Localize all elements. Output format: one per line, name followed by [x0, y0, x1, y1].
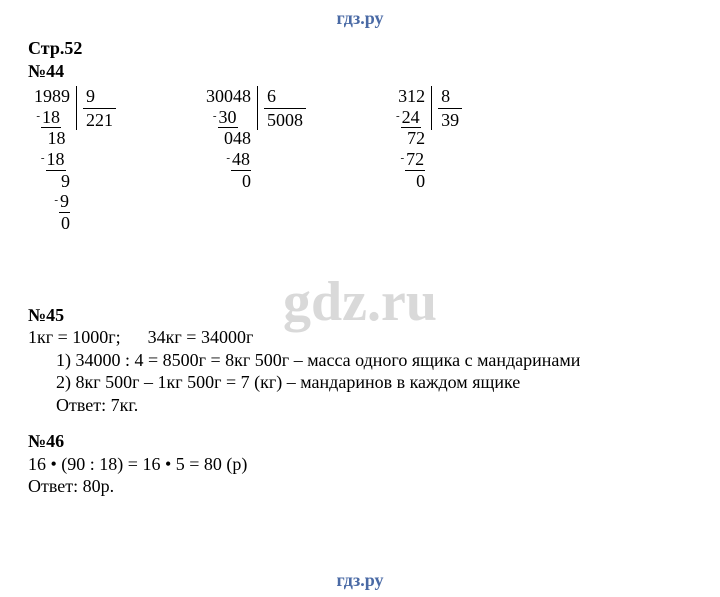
- quotient-1: 221: [83, 109, 116, 131]
- problem-46-answer: Ответ: 80р.: [28, 475, 692, 498]
- dividend-1: 1989: [34, 86, 70, 106]
- ld1-step1-bring: 18: [48, 128, 66, 148]
- minus-icon: -: [41, 152, 45, 164]
- long-division-2-work: 30048 -30 048 -48 0: [206, 86, 257, 191]
- minus-icon: -: [36, 110, 40, 122]
- divisor-2: 6: [264, 86, 306, 109]
- minus-icon: -: [54, 194, 58, 206]
- minus-icon: -: [226, 152, 230, 164]
- quotient-3: 39: [438, 109, 462, 131]
- ld1-step2-bring: 9: [61, 171, 70, 191]
- long-division-2: 30048 -30 048 -48 0 6 5008: [206, 86, 306, 191]
- long-division-3-work: 312 -24 72 -72 0: [396, 86, 431, 191]
- ld2-step1-bring: 048: [224, 128, 251, 148]
- long-division-3-divisor-block: 8 39: [431, 86, 462, 130]
- ld1-step1-sub: 18: [41, 107, 61, 129]
- page-root: гдз.ру gdz.ru Стр.52 №44 1989 -18 18 -18…: [0, 0, 720, 597]
- long-division-1-divisor-block: 9 221: [76, 86, 116, 130]
- ld2-step2-sub: 48: [231, 149, 251, 171]
- minus-icon: -: [213, 110, 217, 122]
- problem-45-line1: 1) 34000 : 4 = 8500г = 8кг 500г – масса …: [56, 349, 692, 372]
- ld3-step2-bring: 0: [416, 171, 425, 191]
- problem-45-line2: 2) 8кг 500г – 1кг 500г = 7 (кг) – мандар…: [56, 371, 692, 394]
- problem-46-heading: №46: [28, 430, 692, 453]
- minus-icon: -: [401, 152, 405, 164]
- ld3-step1-bring: 72: [407, 128, 425, 148]
- problem-45-answer: Ответ: 7кг.: [56, 394, 692, 417]
- ld3-step2-sub: 72: [405, 149, 425, 171]
- ld3-step1-sub: 24: [401, 107, 421, 129]
- ld1-step3-sub: 9: [59, 191, 70, 213]
- long-division-1-work: 1989 -18 18 -18 9 -9 0: [34, 86, 76, 234]
- divisor-1: 9: [83, 86, 116, 109]
- site-footer: гдз.ру: [0, 570, 720, 591]
- dividend-2: 30048: [206, 86, 251, 106]
- problem-45-line0: 1кг = 1000г; 34кг = 34000г: [28, 326, 692, 349]
- long-division-3: 312 -24 72 -72 0 8 39: [396, 86, 462, 191]
- problem-46-line1: 16 • (90 : 18) = 16 • 5 = 80 (р): [28, 453, 692, 476]
- problem-45-heading: №45: [28, 304, 692, 327]
- divisor-3: 8: [438, 86, 462, 109]
- ld2-step2-bring: 0: [242, 171, 251, 191]
- problem-44-heading: №44: [28, 60, 692, 83]
- problem-44-divisions: 1989 -18 18 -18 9 -9 0 9 221 30048 -3: [34, 86, 692, 234]
- long-division-2-divisor-block: 6 5008: [257, 86, 306, 130]
- dividend-3: 312: [398, 86, 425, 106]
- ld1-step2-sub: 18: [46, 149, 66, 171]
- long-division-1: 1989 -18 18 -18 9 -9 0 9 221: [34, 86, 116, 234]
- quotient-2: 5008: [264, 109, 306, 131]
- ld1-step3-bring: 0: [61, 213, 70, 233]
- minus-icon: -: [396, 110, 400, 122]
- content-region: Стр.52 №44 1989 -18 18 -18 9 -9 0 9 221: [0, 29, 720, 498]
- page-reference: Стр.52: [28, 37, 692, 60]
- ld2-step1-sub: 30: [218, 107, 238, 129]
- site-header: гдз.ру: [0, 0, 720, 29]
